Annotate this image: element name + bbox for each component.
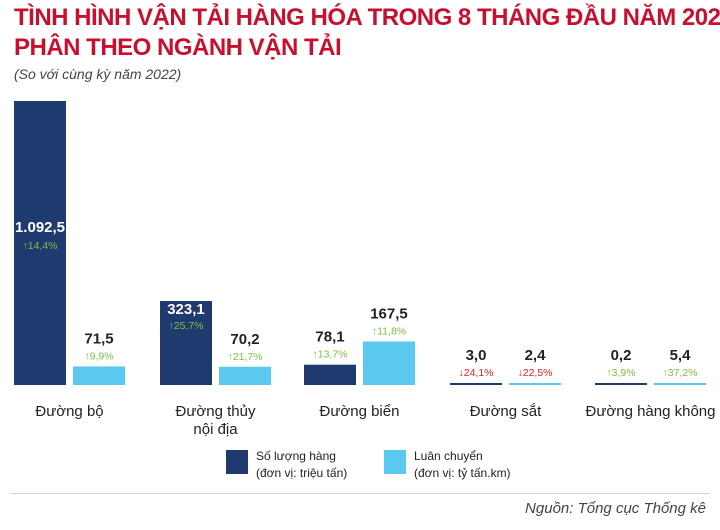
legend-label-rotation: Luân chuyển: [414, 449, 483, 463]
change-label-rotation-0: ↑9,9%: [84, 350, 113, 362]
bar-rotation-0: [73, 366, 125, 385]
bar-volume-0: [14, 101, 66, 385]
change-label-volume-4: ↑3,9%: [606, 367, 635, 379]
category-label-1-1: nội địa: [193, 421, 238, 438]
value-label-rotation-2: 167,5: [370, 305, 408, 322]
footer-divider: [10, 493, 710, 494]
bar-rotation-4: [654, 383, 706, 385]
bar-rotation-2: [363, 341, 415, 385]
change-label-volume-0: ↑14,4%: [22, 240, 57, 252]
category-label-0-0: Đường bộ: [35, 403, 103, 420]
category-label-1-0: Đường thủy: [176, 403, 256, 420]
category-label-4-0: Đường hàng không: [586, 403, 716, 420]
bar-volume-4: [595, 383, 647, 385]
bar-volume-3: [450, 383, 502, 385]
value-label-volume-0: 1.092,5: [15, 219, 65, 236]
legend-unit-volume: (đơn vị: triệu tấn): [256, 466, 348, 480]
value-label-rotation-1: 70,2: [230, 331, 259, 348]
value-label-volume-3: 3,0: [466, 347, 487, 364]
value-label-rotation-0: 71,5: [84, 330, 113, 347]
legend-item-volume: Số lượng hàng (đơn vị: triệu tấn): [226, 448, 347, 482]
change-label-rotation-1: ↑21,7%: [227, 351, 262, 363]
change-label-volume-3: ↓24,1%: [458, 367, 493, 379]
chart-title-line-1: TÌNH HÌNH VẬN TẢI HÀNG HÓA TRONG 8 THÁNG…: [14, 4, 720, 31]
change-label-volume-2: ↑13,7%: [312, 349, 347, 361]
legend-unit-rotation: (đơn vị: tỷ tấn.km): [414, 466, 511, 480]
change-label-volume-1: ↑25,7%: [168, 320, 203, 332]
legend-item-rotation: Luân chuyển (đơn vị: tỷ tấn.km): [384, 448, 511, 482]
change-label-rotation-3: ↓22,5%: [517, 367, 552, 379]
value-label-volume-4: 0,2: [611, 347, 632, 364]
category-label-3-0: Đường sắt: [470, 403, 542, 420]
bar-rotation-3: [509, 383, 561, 385]
category-label-2-0: Đường biển: [320, 403, 400, 420]
value-label-volume-2: 78,1: [315, 329, 344, 346]
chart-title-line-2: PHÂN THEO NGÀNH VẬN TẢI: [14, 34, 342, 61]
chart-subtitle: (So với cùng kỳ năm 2022): [14, 66, 182, 82]
legend-swatch-volume: [226, 450, 248, 474]
bar-chart: 1.092,5 ↑14,4% 71,5 ↑9,9% Đường bộ 323,1 ↑25,7…: [14, 101, 716, 438]
value-label-rotation-3: 2,4: [525, 347, 547, 364]
value-label-rotation-4: 5,4: [670, 347, 692, 364]
legend-label-volume: Số lượng hàng: [256, 449, 336, 463]
change-label-rotation-4: ↑37,2%: [662, 367, 697, 379]
value-label-volume-1: 323,1: [167, 301, 205, 318]
bar-rotation-1: [219, 366, 271, 385]
legend-swatch-rotation: [384, 450, 406, 474]
source-note: Nguồn: Tổng cục Thống kê: [525, 500, 706, 517]
bar-volume-1: [160, 301, 212, 385]
change-label-rotation-2: ↑11,8%: [372, 325, 406, 337]
bar-volume-2: [304, 364, 356, 385]
